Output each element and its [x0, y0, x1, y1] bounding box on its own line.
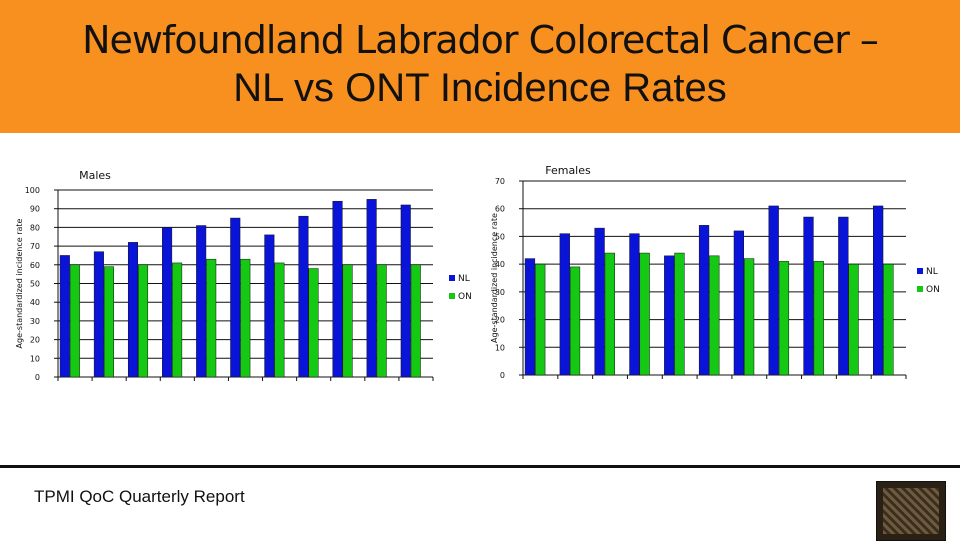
footer-label: TPMI QoC Quarterly Report	[34, 487, 245, 506]
females-bar-on	[848, 263, 859, 376]
females-bar-nl	[664, 255, 675, 376]
males-bar-on	[240, 258, 251, 378]
females-y-tick-label: 40	[495, 260, 505, 269]
males-bar-on	[172, 262, 183, 378]
females-bar-on	[639, 252, 650, 376]
females-bar-nl	[559, 233, 570, 376]
females-bar-nl	[629, 233, 640, 376]
females-y-tick-label: 60	[495, 205, 505, 214]
males-bar-on	[410, 264, 421, 378]
charts-area: Males Age-standardized incidence rate 0 10 2…	[15, 164, 940, 382]
males-legend-label-on: ON	[458, 292, 472, 302]
males-bar-nl	[332, 200, 343, 378]
females-y-tick-label: 0	[500, 371, 505, 380]
males-y-tick-label: 20	[30, 336, 40, 345]
females-bar-nl	[768, 205, 779, 376]
females-y-tick-label: 50	[495, 232, 505, 241]
males-bar-nl	[264, 234, 275, 378]
females-bar-on	[709, 255, 720, 376]
males-y-tick-label: 60	[30, 261, 40, 270]
title-banner: Newfoundland Labrador Colorectal Cancer …	[0, 0, 960, 133]
males-bar-on	[342, 264, 353, 378]
males-y-axis-label: Age-standardized incidence rate	[15, 218, 24, 348]
males-bar-nl	[298, 215, 309, 378]
males-bar-nl	[127, 242, 139, 378]
males-bar-on	[274, 262, 285, 378]
males-y-tick-label: 70	[30, 242, 40, 251]
males-bar-nl	[400, 204, 411, 378]
males-y-tick-label: 10	[30, 354, 40, 363]
females-bar-on	[604, 252, 615, 376]
textured-thumbnail-image	[876, 481, 946, 541]
females-y-tick-label: 10	[495, 343, 505, 352]
males-bar-on	[103, 266, 114, 378]
males-bar-on	[206, 258, 217, 378]
males-y-tick-label: 80	[30, 223, 40, 232]
females-y-tick-label: 70	[495, 177, 505, 186]
females-bar-on	[883, 263, 894, 376]
males-chart-title: Males	[79, 169, 111, 182]
females-legend-label-nl: NL	[926, 267, 938, 277]
males-legend-swatch-nl	[449, 275, 455, 281]
page-title-line-1: Newfoundland Labrador Colorectal Cancer …	[82, 18, 879, 62]
females-y-tick-label: 20	[495, 316, 505, 325]
females-bar-on	[674, 252, 685, 376]
males-bar-on	[69, 264, 80, 378]
males-y-tick-label: 0	[35, 373, 40, 382]
females-bar-on	[569, 266, 581, 376]
males-y-tick-label: 100	[25, 186, 40, 195]
females-bar-nl	[524, 258, 536, 376]
females-bar-nl	[838, 216, 849, 376]
females-chart-title: Females	[545, 164, 591, 177]
females-y-tick-label: 30	[495, 288, 505, 297]
males-legend-swatch-on	[449, 293, 455, 299]
footer-divider	[0, 465, 960, 468]
females-legend-swatch-nl	[917, 268, 923, 274]
females-bar-nl	[698, 225, 710, 376]
page-title-line-2: NL vs ONT Incidence Rates	[233, 66, 727, 110]
males-bar-nl	[93, 251, 104, 378]
males-y-tick-label: 90	[30, 205, 40, 214]
males-bar-nl	[162, 227, 173, 378]
females-bar-on	[813, 261, 824, 376]
males-bar-nl	[196, 225, 207, 378]
males-bar-nl	[59, 255, 70, 378]
females-bar-nl	[733, 230, 744, 376]
males-y-tick-label: 30	[30, 317, 40, 326]
females-legend-label-on: ON	[926, 285, 940, 295]
males-bar-on	[308, 268, 319, 378]
females-bar-on	[743, 258, 755, 376]
females-bar-nl	[873, 205, 884, 376]
males-y-tick-label: 40	[30, 298, 40, 307]
males-bar-on	[138, 264, 149, 378]
females-bar-nl	[803, 216, 814, 376]
males-bar-nl	[230, 217, 241, 378]
females-bar-on	[778, 261, 790, 376]
males-y-tick-label: 50	[30, 280, 40, 289]
males-bar-on	[376, 264, 387, 378]
males-bar-nl	[366, 199, 377, 378]
females-bar-nl	[594, 227, 605, 376]
females-bar-on	[535, 263, 546, 376]
males-legend-label-nl: NL	[458, 274, 470, 284]
females-y-axis-label: Age-standardized incidence rate	[490, 213, 499, 343]
females-legend-swatch-on	[917, 286, 923, 292]
